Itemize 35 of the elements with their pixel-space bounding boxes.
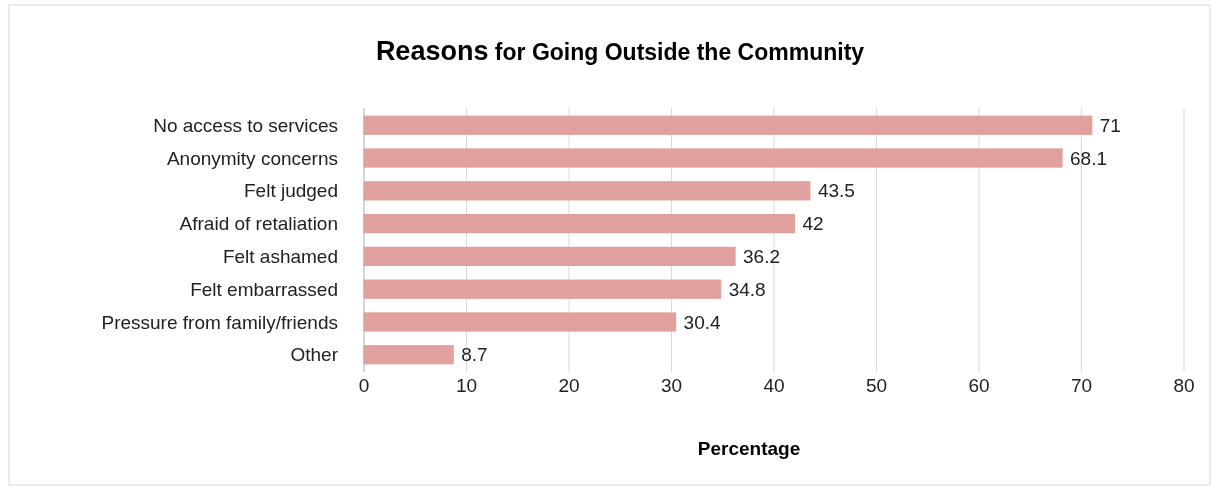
data-label: 71 (1099, 114, 1121, 136)
data-label: 42 (802, 213, 824, 235)
x-tick-label: 80 (1173, 375, 1195, 396)
y-tick-label: Afraid of retaliation (179, 213, 338, 235)
y-tick-label: Pressure from family/friends (101, 311, 338, 333)
data-label: 8.7 (461, 344, 488, 366)
bar (363, 181, 811, 201)
bar (363, 345, 454, 365)
y-tick-label: Felt judged (243, 180, 338, 202)
x-axis-title: Percentage (697, 438, 801, 459)
data-label: 30.4 (683, 311, 722, 333)
bar (363, 115, 1093, 135)
data-label: 68.1 (1070, 147, 1108, 169)
bar (363, 213, 796, 234)
x-tick-label: 60 (968, 375, 990, 396)
x-tick-label: 70 (1070, 375, 1093, 396)
x-tick-label: 10 (455, 375, 478, 396)
x-tick-label: 40 (763, 375, 785, 396)
bar (363, 312, 677, 332)
y-tick-label: No access to services (153, 114, 338, 136)
x-tick-label: 50 (865, 375, 888, 396)
data-label: 34.8 (728, 278, 766, 300)
x-tick-label: 30 (660, 375, 683, 396)
y-tick-label: Felt ashamed (222, 246, 338, 268)
x-tick-label: 0 (358, 375, 370, 396)
chart-title: Reasons for Going Outside the Community (375, 36, 865, 66)
bar (363, 246, 736, 267)
x-tick-label: 20 (558, 375, 580, 396)
bar (363, 279, 722, 299)
data-label: 43.5 (817, 180, 855, 202)
bar (363, 148, 1063, 168)
y-tick-label: Other (290, 344, 339, 366)
y-tick-label: Anonymity concerns (166, 147, 338, 169)
y-tick-label: Felt embarrassed (190, 278, 338, 300)
data-label: 36.2 (743, 246, 781, 268)
